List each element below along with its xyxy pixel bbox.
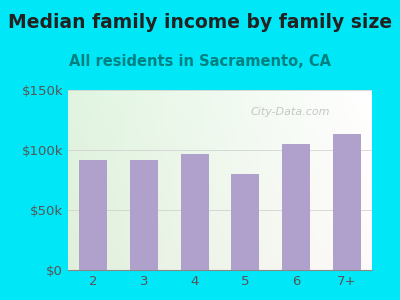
Text: Median family income by family size: Median family income by family size — [8, 14, 392, 32]
Bar — [79, 160, 107, 270]
Bar — [282, 144, 310, 270]
Text: City-Data.com: City-Data.com — [250, 106, 330, 117]
Bar — [231, 174, 259, 270]
Text: All residents in Sacramento, CA: All residents in Sacramento, CA — [69, 54, 331, 69]
Bar — [333, 134, 361, 270]
Bar — [130, 160, 158, 270]
Bar — [181, 154, 209, 270]
